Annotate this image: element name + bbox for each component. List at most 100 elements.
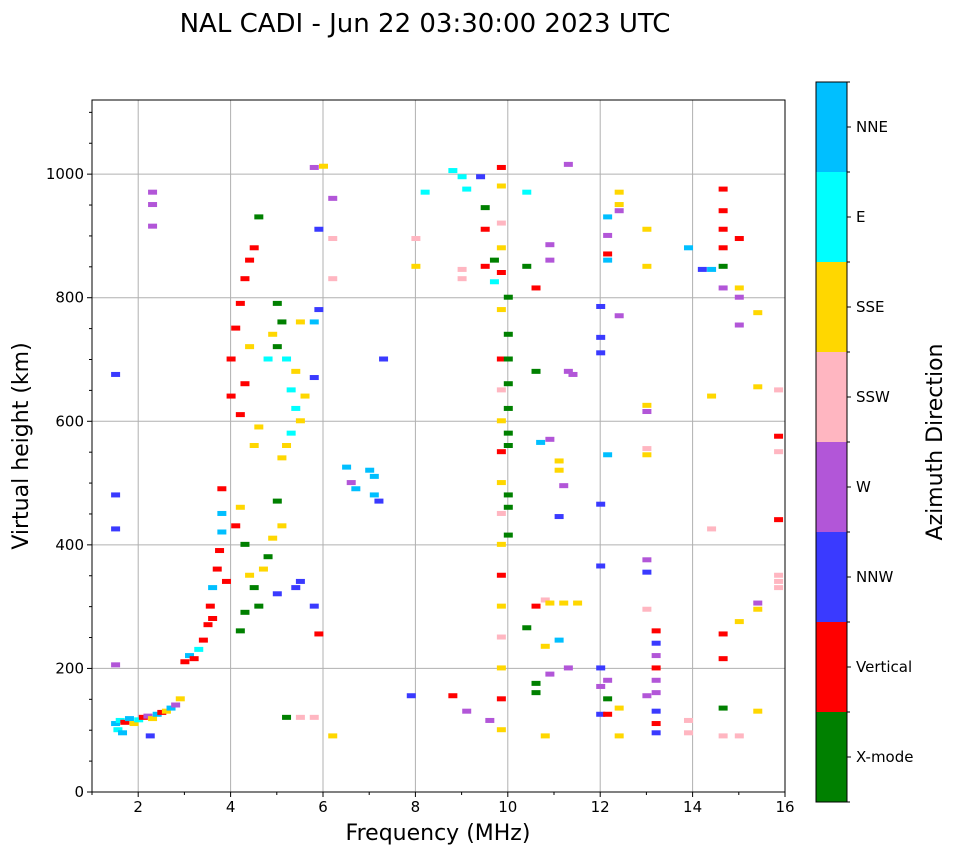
data-point — [249, 585, 259, 591]
data-point — [489, 257, 499, 263]
data-point — [226, 393, 236, 399]
data-point — [148, 202, 158, 208]
data-point — [496, 510, 506, 516]
data-point — [496, 634, 506, 640]
colorbar-label: X-mode — [856, 748, 913, 766]
data-point — [448, 168, 458, 174]
data-point — [235, 504, 245, 510]
data-point — [268, 331, 278, 337]
data-point — [496, 603, 506, 609]
data-point — [134, 717, 144, 723]
data-point — [328, 195, 338, 201]
data-point — [462, 186, 472, 192]
data-point — [545, 257, 555, 263]
data-point — [157, 709, 167, 715]
colorbar-label: SSE — [856, 298, 885, 316]
data-point — [212, 566, 222, 572]
data-point — [365, 467, 375, 473]
colorbar-swatch — [816, 712, 847, 802]
data-point — [642, 226, 652, 232]
data-point — [185, 653, 195, 659]
data-point — [148, 189, 158, 195]
data-point — [651, 708, 661, 714]
data-point — [596, 303, 606, 309]
data-point — [559, 600, 569, 606]
data-point — [651, 690, 661, 696]
data-point — [503, 443, 513, 448]
data-point — [596, 683, 606, 689]
data-point — [286, 387, 296, 393]
data-point — [503, 492, 513, 498]
data-point — [651, 721, 661, 727]
data-point — [118, 730, 128, 736]
data-point — [554, 458, 564, 464]
data-point — [603, 452, 613, 458]
y-tick-label: 200 — [55, 659, 84, 677]
data-point — [496, 572, 506, 578]
data-point — [124, 716, 134, 722]
data-point — [249, 245, 259, 251]
colorbar-swatch — [816, 622, 847, 712]
data-point — [277, 523, 287, 529]
data-point — [496, 696, 506, 702]
colorbar-label: E — [856, 208, 865, 226]
data-point — [642, 606, 652, 612]
x-tick-label: 2 — [133, 798, 143, 816]
data-point — [295, 714, 305, 720]
data-point — [563, 665, 573, 671]
data-point — [254, 214, 264, 220]
data-point — [531, 690, 541, 696]
data-point — [522, 625, 532, 631]
data-point — [226, 356, 236, 362]
data-point — [753, 384, 763, 390]
colorbar-frame — [815, 81, 848, 803]
colorbar-swatch — [816, 82, 847, 172]
data-point — [245, 257, 255, 263]
data-point — [143, 713, 153, 719]
data-point — [111, 371, 121, 377]
x-tick-label: 8 — [411, 798, 421, 816]
data-point — [496, 727, 506, 733]
data-point — [496, 480, 506, 486]
data-point — [282, 714, 292, 720]
data-point — [596, 501, 606, 507]
data-point — [545, 600, 555, 606]
data-point — [596, 665, 606, 671]
data-point — [194, 646, 204, 652]
data-point — [420, 189, 430, 195]
x-tick-label: 10 — [498, 798, 517, 816]
data-point — [603, 251, 613, 257]
data-point — [568, 371, 578, 377]
data-point — [111, 721, 121, 727]
colorbar-swatch — [816, 172, 847, 262]
y-tick-label: 800 — [55, 289, 84, 307]
data-point — [718, 226, 728, 232]
data-point — [683, 730, 693, 736]
data-point — [480, 263, 490, 269]
data-point — [272, 344, 282, 350]
data-point — [734, 619, 744, 625]
data-point — [707, 526, 717, 532]
data-point — [314, 226, 324, 232]
x-tick-label: 6 — [318, 798, 328, 816]
data-point — [198, 637, 208, 643]
data-point — [152, 711, 162, 717]
data-point — [603, 711, 613, 717]
data-point — [217, 529, 227, 535]
data-point — [208, 585, 218, 591]
x-tick-label: 14 — [683, 798, 702, 816]
data-point — [272, 498, 282, 504]
data-point — [291, 405, 301, 411]
data-point — [642, 569, 652, 575]
data-point — [734, 294, 744, 300]
y-tick-label: 1000 — [46, 165, 84, 183]
data-point — [496, 164, 506, 170]
data-point — [596, 711, 606, 717]
data-point — [235, 412, 245, 418]
data-point — [328, 276, 338, 282]
data-point — [774, 433, 784, 439]
data-point — [476, 174, 486, 180]
data-point — [286, 430, 296, 436]
data-point — [263, 356, 273, 362]
data-point — [208, 616, 218, 621]
